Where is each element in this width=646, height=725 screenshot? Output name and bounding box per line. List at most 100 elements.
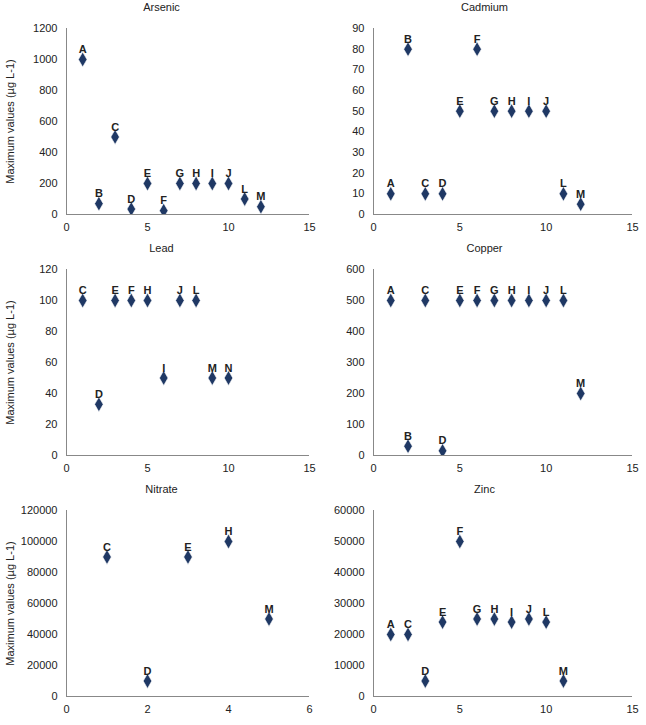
svg-text:H: H	[144, 284, 152, 296]
svg-text:J: J	[225, 167, 231, 179]
svg-text:L: L	[543, 606, 550, 618]
svg-text:E: E	[144, 167, 151, 179]
svg-text:J: J	[177, 284, 183, 296]
svg-text:120: 120	[39, 263, 57, 275]
svg-text:0: 0	[63, 462, 69, 474]
svg-text:0: 0	[370, 221, 376, 233]
svg-text:E: E	[456, 95, 463, 107]
svg-text:H: H	[225, 525, 233, 537]
svg-text:80000: 80000	[27, 566, 58, 578]
svg-text:H: H	[508, 95, 516, 107]
svg-text:A: A	[387, 284, 395, 296]
svg-text:800: 800	[39, 84, 57, 96]
svg-text:300: 300	[346, 356, 364, 368]
svg-text:15: 15	[303, 462, 315, 474]
svg-text:600: 600	[346, 263, 364, 275]
svg-text:M: M	[264, 603, 273, 615]
svg-text:D: D	[144, 665, 152, 677]
svg-text:10000: 10000	[334, 659, 365, 671]
svg-text:100: 100	[39, 294, 57, 306]
svg-text:90: 90	[352, 22, 364, 34]
svg-text:600: 600	[39, 115, 57, 127]
svg-text:0: 0	[358, 690, 364, 702]
svg-text:6: 6	[306, 703, 312, 715]
svg-text:0: 0	[51, 208, 57, 220]
svg-text:20000: 20000	[27, 659, 58, 671]
svg-text:5: 5	[457, 703, 463, 715]
svg-text:C: C	[421, 177, 429, 189]
svg-text:I: I	[510, 606, 513, 618]
svg-text:Maximum values (µg L-1): Maximum values (µg L-1)	[4, 541, 16, 665]
svg-text:30000: 30000	[334, 597, 365, 609]
svg-text:F: F	[474, 284, 481, 296]
svg-text:100000: 100000	[21, 535, 58, 547]
svg-text:40000: 40000	[334, 566, 365, 578]
svg-text:C: C	[404, 618, 412, 630]
svg-text:0: 0	[370, 703, 376, 715]
svg-text:J: J	[526, 603, 532, 615]
svg-text:80: 80	[352, 43, 364, 55]
svg-text:4: 4	[225, 703, 231, 715]
svg-text:L: L	[193, 284, 200, 296]
svg-text:H: H	[508, 284, 516, 296]
svg-text:M: M	[208, 362, 217, 374]
svg-text:400: 400	[346, 325, 364, 337]
svg-text:60000: 60000	[27, 597, 58, 609]
svg-text:5: 5	[144, 462, 150, 474]
svg-text:200: 200	[39, 177, 57, 189]
svg-text:10: 10	[540, 703, 552, 715]
svg-text:C: C	[79, 284, 87, 296]
svg-text:H: H	[490, 603, 498, 615]
svg-text:50000: 50000	[334, 535, 365, 547]
svg-text:2: 2	[144, 703, 150, 715]
svg-text:E: E	[111, 284, 118, 296]
svg-text:M: M	[576, 188, 585, 200]
svg-text:J: J	[543, 284, 549, 296]
svg-text:40: 40	[45, 387, 57, 399]
svg-text:M: M	[559, 665, 568, 677]
svg-text:N: N	[225, 362, 233, 374]
svg-text:5: 5	[144, 221, 150, 233]
svg-text:0: 0	[358, 449, 364, 461]
svg-text:0: 0	[63, 221, 69, 233]
svg-text:F: F	[160, 194, 167, 206]
svg-text:200: 200	[346, 387, 364, 399]
svg-text:20000: 20000	[334, 628, 365, 640]
svg-text:120000: 120000	[21, 504, 58, 516]
svg-text:5: 5	[457, 221, 463, 233]
svg-text:A: A	[387, 618, 395, 630]
svg-text:10: 10	[352, 187, 364, 199]
svg-text:E: E	[439, 606, 446, 618]
svg-text:60: 60	[45, 356, 57, 368]
svg-text:100: 100	[346, 418, 364, 430]
svg-text:30: 30	[352, 146, 364, 158]
svg-text:5: 5	[457, 462, 463, 474]
svg-text:10: 10	[222, 462, 234, 474]
svg-text:H: H	[192, 167, 200, 179]
svg-text:0: 0	[51, 449, 57, 461]
svg-text:1200: 1200	[33, 22, 57, 34]
svg-text:B: B	[404, 33, 412, 45]
svg-text:F: F	[128, 284, 135, 296]
svg-text:70: 70	[352, 63, 364, 75]
svg-text:I: I	[211, 167, 214, 179]
svg-text:G: G	[490, 284, 499, 296]
svg-text:L: L	[560, 177, 567, 189]
svg-text:500: 500	[346, 294, 364, 306]
svg-text:B: B	[404, 430, 412, 442]
svg-text:C: C	[111, 121, 119, 133]
svg-text:G: G	[176, 167, 185, 179]
svg-text:60: 60	[352, 84, 364, 96]
svg-text:D: D	[95, 388, 103, 400]
svg-text:20: 20	[352, 167, 364, 179]
svg-text:M: M	[256, 190, 265, 202]
svg-text:15: 15	[626, 703, 638, 715]
svg-text:D: D	[127, 193, 135, 205]
svg-text:0: 0	[63, 703, 69, 715]
svg-text:C: C	[421, 284, 429, 296]
svg-text:G: G	[490, 95, 499, 107]
svg-text:F: F	[456, 525, 463, 537]
svg-text:F: F	[474, 33, 481, 45]
svg-text:40000: 40000	[27, 628, 58, 640]
svg-text:20: 20	[45, 418, 57, 430]
